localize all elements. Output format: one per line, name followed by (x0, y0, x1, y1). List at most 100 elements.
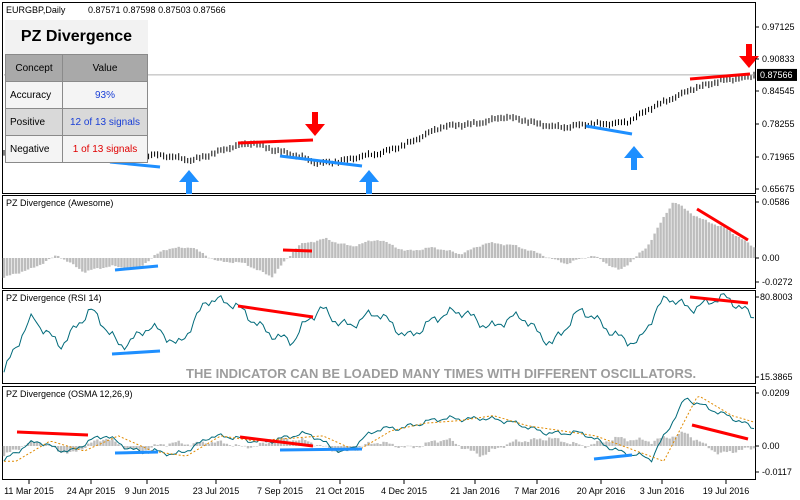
awesome-tick-label: -0.0272 (762, 277, 793, 287)
awesome-tick-label: 0.00 (762, 253, 780, 263)
awesome-bar (448, 250, 451, 258)
osma-bar (430, 440, 433, 446)
time-tick-label: 19 Jul 2016 (703, 486, 750, 496)
rsi-title: PZ Divergence (RSI 14) (6, 293, 102, 303)
osma-bar (210, 442, 214, 446)
osma-layer (2, 395, 756, 463)
osma-bar (620, 437, 623, 446)
osma-bar (328, 446, 331, 449)
osma-bar (195, 441, 198, 446)
osma-bar (93, 440, 96, 446)
bearish-divergence-line (237, 138, 314, 145)
awesome-bar (397, 248, 400, 258)
osma-bar (231, 446, 235, 447)
osma-bar (379, 444, 382, 446)
awesome-bar (328, 239, 331, 258)
awesome-bar (246, 258, 250, 266)
time-tick-label: 21 Oct 2015 (315, 486, 364, 496)
osma-bar (638, 437, 641, 446)
awesome-bar (189, 247, 192, 258)
awesome-bar (409, 249, 412, 258)
osma-bar (427, 442, 430, 446)
awesome-bar (502, 245, 506, 258)
osma-bar (78, 446, 81, 450)
osma-bar (517, 441, 521, 446)
awesome-bar (84, 258, 87, 273)
awesome-bar (749, 245, 753, 258)
osma-bar (713, 446, 717, 452)
bearish-divergence-line (16, 430, 89, 437)
rsi-tick-label: 15.3865 (760, 372, 793, 382)
awesome-bar (541, 255, 545, 258)
awesome-bar (620, 258, 623, 269)
awesome-bar (294, 248, 298, 258)
awesome-bar (81, 258, 84, 272)
bearish-signal-arrow (305, 112, 325, 136)
osma-bar (156, 444, 159, 446)
awesome-bar (590, 255, 593, 258)
awesome-bar (322, 238, 325, 258)
osma-bar (382, 441, 385, 446)
osma-bar (554, 437, 557, 446)
osma-bar (165, 445, 168, 447)
awesome-bar (90, 258, 93, 270)
awesome-bar (517, 247, 521, 258)
osma-bar (108, 440, 111, 446)
awesome-bar (349, 245, 352, 258)
awesome-bar (644, 248, 647, 258)
awesome-bar (69, 258, 72, 263)
awesome-bar (331, 241, 334, 258)
awesome-bar (111, 258, 114, 266)
row-value: 93% (62, 81, 148, 109)
osma-bar (698, 441, 701, 446)
awesome-bar (50, 257, 54, 259)
osma-bar (590, 444, 593, 446)
awesome-bar (698, 218, 701, 258)
osma-bar (532, 438, 536, 446)
osma-bar (569, 444, 572, 446)
osma-bar (388, 443, 391, 446)
time-tick-label: 11 Mar 2015 (4, 486, 54, 496)
osma-bar (650, 443, 653, 446)
awesome-bar (207, 257, 211, 259)
awesome-bar (198, 251, 201, 258)
osma-bar (29, 440, 33, 446)
stats-header: Concept Value (5, 54, 148, 82)
osma-bar (575, 443, 578, 446)
awesome-bar (581, 257, 584, 259)
row-concept: Negative (5, 135, 63, 163)
awesome-bar (319, 239, 322, 258)
awesome-bar (367, 240, 370, 258)
awesome-bar (728, 230, 732, 258)
osma-bar (207, 443, 211, 446)
awesome-bar (487, 242, 491, 258)
awesome-bar (701, 219, 704, 258)
osma-bar (632, 440, 635, 446)
osma-bar (538, 438, 542, 446)
awesome-bar (623, 258, 626, 267)
awesome-bar (547, 257, 551, 259)
bearish-divergence-line (689, 72, 751, 81)
osma-bar (704, 443, 708, 446)
awesome-bar (273, 258, 277, 274)
osma-bar (17, 446, 21, 450)
awesome-bar (572, 258, 575, 261)
awesome-bar (496, 243, 500, 258)
osma-bar (614, 436, 617, 446)
awesome-bar (587, 257, 590, 258)
awesome-bar (731, 233, 735, 258)
awesome-window-frame (2, 195, 756, 289)
awesome-bar (108, 258, 111, 267)
osma-bar (557, 438, 560, 446)
awesome-bar (584, 258, 587, 259)
awesome-bar (427, 247, 430, 258)
osma-bar (153, 444, 156, 446)
osma-bar (174, 442, 177, 446)
awesome-bar (445, 250, 448, 258)
awesome-bar (659, 222, 662, 258)
osma-bar (394, 446, 397, 448)
time-tick-label: 4 Dec 2015 (381, 486, 427, 496)
osma-bar (514, 439, 518, 446)
bullish-divergence-line (279, 447, 363, 452)
osma-bar (57, 446, 60, 452)
